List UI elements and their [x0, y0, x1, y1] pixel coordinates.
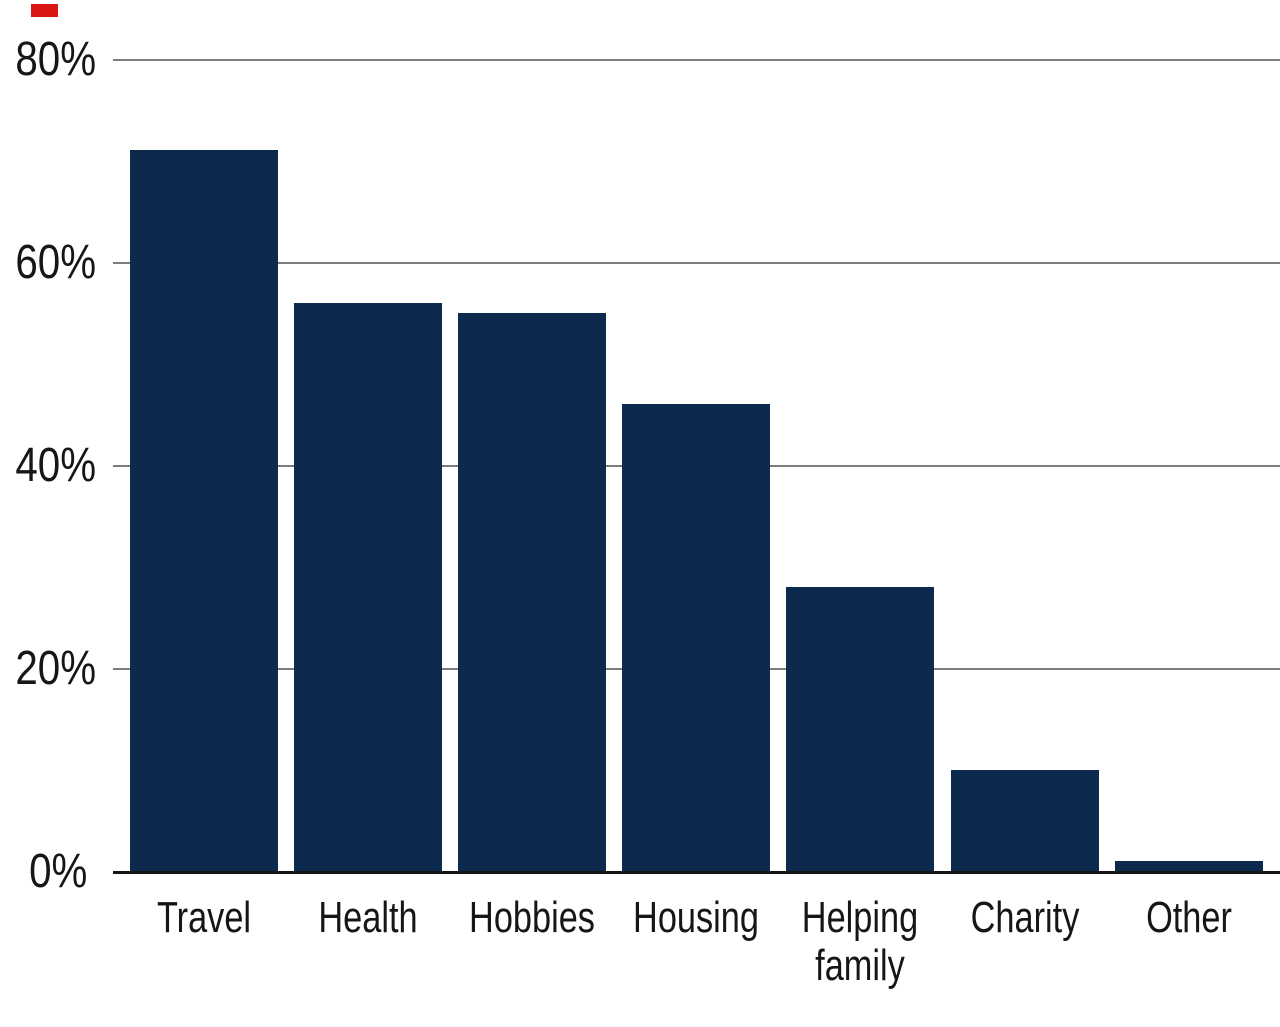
y-tick-text: 80% [15, 33, 97, 86]
y-tick-label-20: 20% [0, 645, 96, 693]
bar-helping-family [786, 586, 935, 871]
bar-housing [622, 404, 771, 871]
y-tick-text: 40% [15, 439, 97, 492]
bar-charity [950, 769, 1099, 871]
bar-travel [130, 150, 278, 871]
bar-health [294, 302, 443, 871]
x-axis-baseline [113, 871, 1280, 874]
x-label-health: Health [318, 893, 418, 942]
y-tick-label-0: 0% [0, 848, 87, 896]
y-tick-label-80: 80% [0, 36, 96, 84]
y-tick-text: 0% [28, 845, 87, 898]
bar-hobbies [458, 312, 607, 871]
y-tick-text: 60% [15, 236, 97, 289]
x-label-housing: Housing [633, 893, 760, 942]
y-tick-label-40: 40% [0, 442, 96, 490]
brand-red-tab [31, 4, 58, 17]
x-label-other: Other [1145, 893, 1232, 942]
x-label-travel: Travel [156, 893, 252, 942]
gridline-60pct [113, 262, 1280, 264]
x-label-hobbies: Hobbies [469, 893, 596, 942]
x-label-charity: Charity [970, 893, 1079, 942]
y-tick-text: 20% [15, 642, 97, 695]
gridline-80pct [113, 59, 1280, 61]
y-tick-label-60: 60% [0, 239, 96, 287]
x-label-helping-family: Helping family [802, 893, 919, 990]
bar-other [1114, 860, 1263, 871]
